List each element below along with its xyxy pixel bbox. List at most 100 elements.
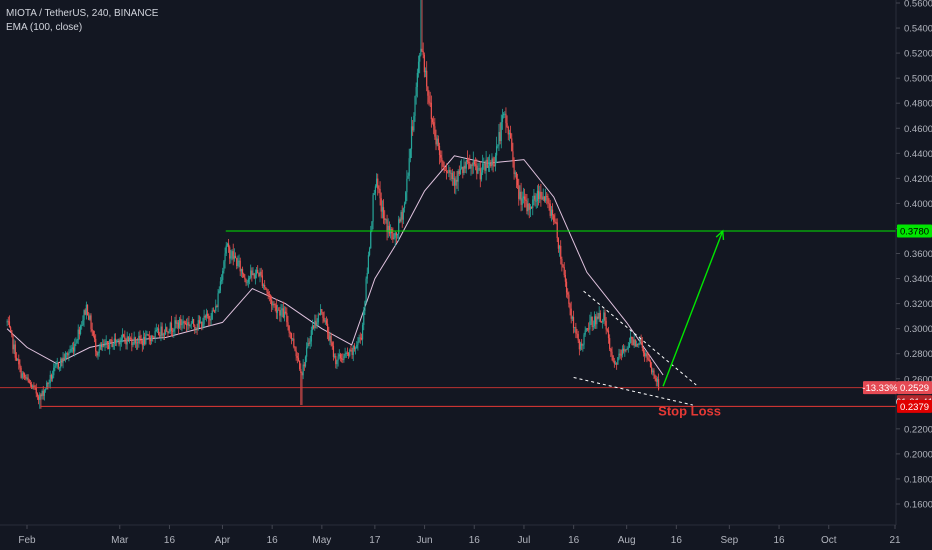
candle-body (564, 274, 566, 282)
candle-body (226, 243, 228, 246)
candle-body (535, 200, 537, 202)
price-axis-label: 0.2200 (904, 424, 932, 435)
candle-body (43, 390, 46, 396)
candle-body (520, 191, 522, 205)
indicator-label[interactable]: EMA (100, close) (6, 22, 83, 33)
candle-body (542, 196, 544, 200)
candle-body (617, 357, 619, 365)
candle-body (402, 208, 404, 220)
candle-body (210, 319, 212, 321)
candle-body (555, 222, 557, 223)
candle-body (334, 355, 336, 357)
candle-body (441, 157, 443, 162)
candle-body (33, 385, 35, 387)
candle-body (498, 132, 500, 146)
candle-body (176, 322, 178, 324)
candle-body (487, 165, 490, 168)
candle-body (547, 196, 549, 204)
candle-body (121, 334, 124, 339)
candle-body (387, 225, 389, 233)
candle-body (133, 337, 135, 345)
candle-body (276, 309, 279, 313)
candle-body (141, 340, 143, 346)
candle-body (434, 126, 436, 137)
candle-body (234, 255, 237, 258)
candle-body (430, 102, 432, 120)
stop-loss-label: Stop Loss (658, 404, 721, 419)
candle-body (323, 317, 325, 322)
candle-body (72, 347, 75, 352)
candle-body (656, 379, 659, 382)
candle-body (642, 347, 645, 353)
candle-body (497, 145, 499, 147)
candle-body (301, 372, 303, 376)
candle-body (381, 207, 383, 212)
candle-body (338, 354, 340, 357)
candle-body (414, 96, 416, 116)
candle-body (98, 349, 100, 354)
candle-body (618, 353, 620, 358)
candle-body (151, 335, 153, 342)
candle-body (279, 309, 281, 316)
candle-body (373, 193, 375, 195)
price-axis-label: 0.3400 (904, 274, 932, 285)
candle-body (116, 340, 118, 343)
candle-body (419, 55, 421, 62)
time-axis[interactable]: Feb Mar 16 Apr 16 May 17 Jun 16 Jul 16 Aug 16 Sep 16 Oc… (18, 525, 901, 546)
candle-body (77, 329, 79, 341)
candle-body (236, 257, 238, 266)
candle-body (197, 320, 199, 329)
candle-body (421, 48, 423, 52)
candle-body (159, 334, 161, 337)
candle-body (188, 322, 190, 326)
candle-body (426, 70, 428, 87)
candle-body (399, 219, 401, 222)
price-axis[interactable]: 0.5600 0.5400 0.5200 0.5000 0.4800 0.4600 0.44… (896, 0, 932, 511)
symbol-title[interactable]: MIOTA / TetherUS, 240, BINANCE (6, 8, 159, 19)
candle-body (543, 196, 545, 201)
candle-body (190, 323, 192, 325)
candle-body (174, 320, 176, 330)
candle-body (597, 316, 599, 319)
candle-body (494, 155, 497, 167)
candle-body (78, 329, 80, 334)
candle-body (332, 345, 335, 357)
candle-body (75, 343, 77, 345)
candle-body (563, 267, 565, 275)
candle-body (248, 277, 251, 279)
candle-body (288, 326, 290, 333)
candle-body (438, 145, 441, 155)
candle-body (86, 304, 89, 316)
candle-body (102, 345, 104, 348)
price-axis-label: 0.2800 (904, 349, 932, 360)
price-axis-label: 0.5000 (904, 74, 932, 85)
candle-body (593, 316, 596, 327)
candle-body (268, 293, 270, 296)
candle-body (584, 330, 586, 335)
candle-body (550, 209, 552, 216)
candle-body (128, 337, 131, 341)
candle-body (364, 301, 366, 312)
candle-body (146, 334, 148, 336)
candle-body (624, 349, 626, 352)
candle-body (124, 336, 126, 340)
candle-body (126, 336, 128, 345)
candle-body (93, 335, 96, 339)
candle-body (203, 315, 205, 325)
candle-body (322, 312, 324, 318)
candle-body (280, 310, 282, 316)
candle-body (20, 367, 22, 378)
candle-body (68, 352, 70, 356)
candle-body (461, 166, 463, 169)
candle-body (125, 339, 127, 345)
candle-body (607, 330, 610, 339)
candle-body (213, 310, 216, 312)
candle-body (230, 256, 232, 259)
candle-body (281, 308, 283, 311)
candle-body (619, 353, 621, 355)
candle-body (415, 86, 417, 97)
candle-body (317, 314, 319, 323)
candle-body (36, 393, 39, 397)
candle-body (254, 274, 256, 279)
